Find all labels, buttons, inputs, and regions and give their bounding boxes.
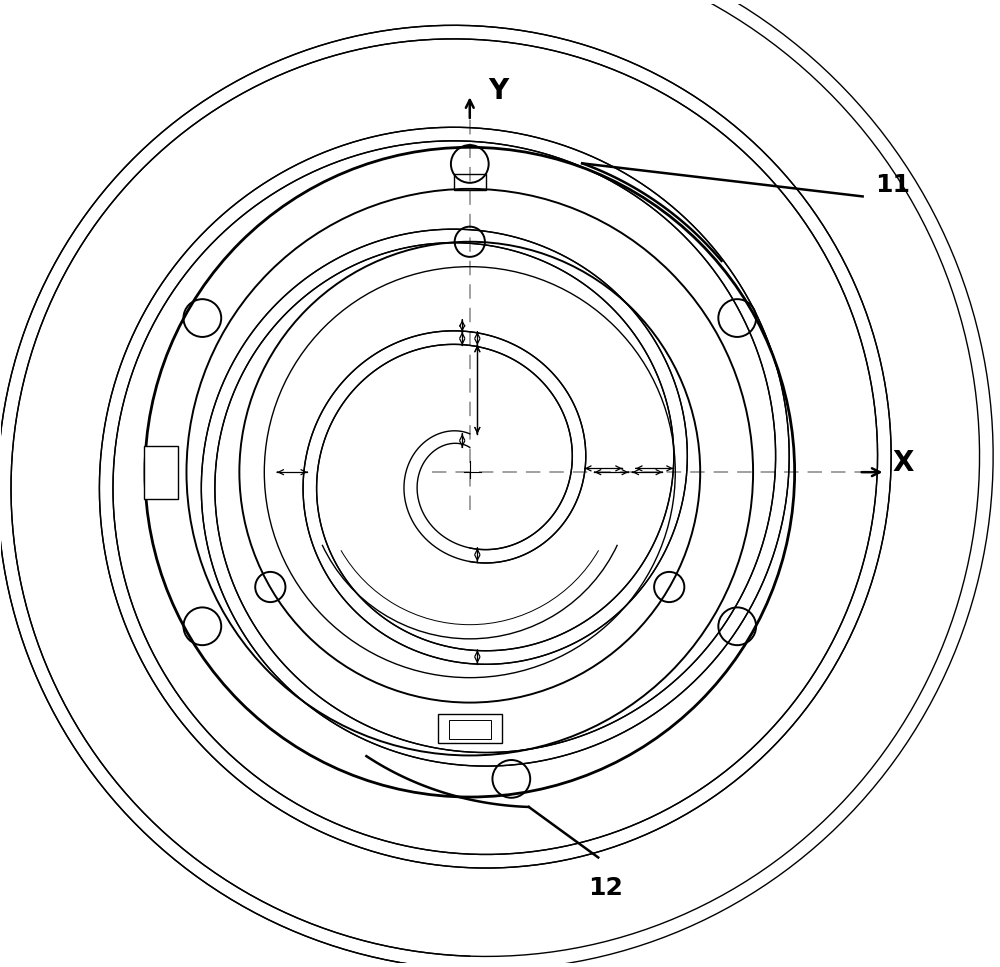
Bar [449, 720, 491, 739]
Text: Y: Y [489, 76, 509, 104]
Text: 11: 11 [875, 173, 910, 197]
Bar [454, 174, 486, 190]
Text: 12: 12 [588, 876, 623, 899]
Text: X: X [893, 449, 914, 477]
FancyBboxPatch shape [144, 446, 178, 499]
Bar [438, 714, 502, 743]
